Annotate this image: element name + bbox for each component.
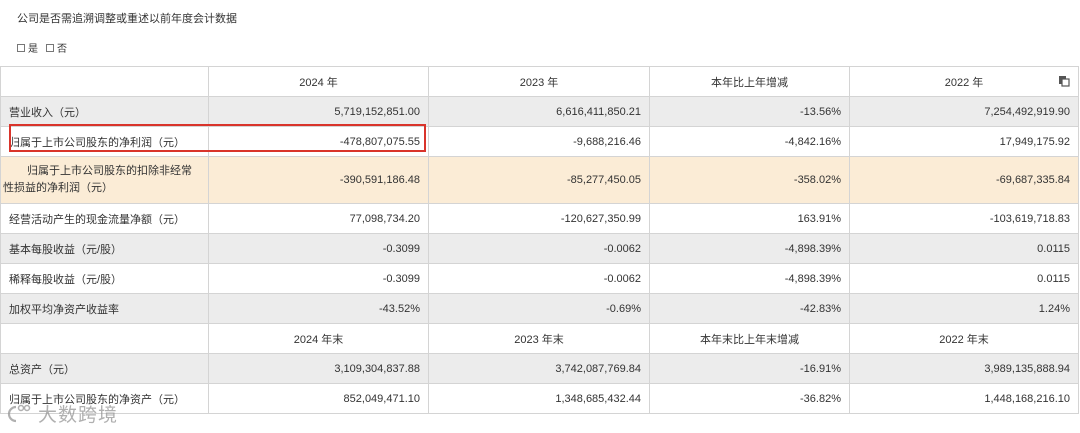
table-row: 经营活动产生的现金流量净额（元） 77,098,734.20 -120,627,… [0, 203, 1079, 234]
cell-value: 163.91% [649, 203, 850, 234]
table-row: 基本每股收益（元/股） -0.3099 -0.0062 -4,898.39% 0… [0, 233, 1079, 264]
cell-value: 7,254,492,919.90 [849, 96, 1079, 127]
cell-value: 77,098,734.20 [208, 203, 429, 234]
table-row: 加权平均净资产收益率 -43.52% -0.69% -42.83% 1.24% [0, 293, 1079, 324]
table-row: 归属于上市公司股东的净资产（元） 852,049,471.10 1,348,68… [0, 383, 1079, 414]
cell-value: -69,687,335.84 [849, 156, 1079, 204]
option-no[interactable]: 否 [46, 40, 67, 55]
header-cell: 2022 年末 [849, 323, 1079, 354]
answer-options: 是 否 [17, 40, 67, 55]
cell-value: -4,898.39% [649, 233, 850, 264]
watermark-text: 大数跨境 [38, 405, 119, 426]
cell-value: -478,807,075.55 [208, 126, 429, 157]
cell-value: -43.52% [208, 293, 429, 324]
row-label: 经营活动产生的现金流量净额（元） [0, 203, 209, 234]
cell-value: -4,898.39% [649, 263, 850, 294]
row-label: 稀释每股收益（元/股） [0, 263, 209, 294]
table-header-row: 2024 年 2023 年 本年比上年增减 2022 年 [0, 66, 1079, 97]
header-cell: 2023 年 [428, 66, 650, 97]
header-cell: 本年比上年增减 [649, 66, 850, 97]
cell-value: -13.56% [649, 96, 850, 127]
cell-value: -0.0062 [428, 263, 650, 294]
cell-value: -85,277,450.05 [428, 156, 650, 204]
row-label: 总资产（元） [0, 353, 209, 384]
cell-value: 17,949,175.92 [849, 126, 1079, 157]
row-label: 基本每股收益（元/股） [0, 233, 209, 264]
header-cell: 2023 年末 [428, 323, 650, 354]
cell-value: -0.3099 [208, 233, 429, 264]
cell-value: 1,348,685,432.44 [428, 383, 650, 414]
table-subheader-row: 2024 年末 2023 年末 本年末比上年末增减 2022 年末 [0, 323, 1079, 354]
copy-icon[interactable] [1058, 75, 1070, 87]
header-cell: 2022 年 [849, 66, 1079, 97]
cell-value: -42.83% [649, 293, 850, 324]
table-row: 营业收入（元） 5,719,152,851.00 6,616,411,850.2… [0, 96, 1079, 127]
table-row: 稀释每股收益（元/股） -0.3099 -0.0062 -4,898.39% 0… [0, 263, 1079, 294]
watermark: 大数跨境 [6, 400, 118, 427]
cell-value: 0.0115 [849, 263, 1079, 294]
row-label: 营业收入（元） [0, 96, 209, 127]
row-label: 归属于上市公司股东的净利润（元） [0, 126, 209, 157]
cell-value: -103,619,718.83 [849, 203, 1079, 234]
table-row: 总资产（元） 3,109,304,837.88 3,742,087,769.84… [0, 353, 1079, 384]
cell-value: -390,591,186.48 [208, 156, 429, 204]
cell-value: 1.24% [849, 293, 1079, 324]
row-label: 加权平均净资产收益率 [0, 293, 209, 324]
cell-value: -120,627,350.99 [428, 203, 650, 234]
cell-value: 3,109,304,837.88 [208, 353, 429, 384]
cell-value: 6,616,411,850.21 [428, 96, 650, 127]
row-label: 归属于上市公司股东的扣除非经常性损益的净利润（元） [0, 156, 209, 204]
header-cell [0, 66, 209, 97]
checkbox-no[interactable] [46, 43, 54, 52]
financial-table: 2024 年 2023 年 本年比上年增减 2022 年 营业收入（元） 5,7… [0, 66, 1079, 414]
cell-value: -16.91% [649, 353, 850, 384]
watermark-logo-icon [7, 404, 31, 422]
checkbox-yes[interactable] [17, 43, 25, 52]
cell-value: -0.0062 [428, 233, 650, 264]
cell-value: -0.69% [428, 293, 650, 324]
header-cell: 2024 年 [208, 66, 429, 97]
cell-value: 3,742,087,769.84 [428, 353, 650, 384]
header-cell [0, 323, 209, 354]
cell-value: -358.02% [649, 156, 850, 204]
cell-value: 1,448,168,216.10 [849, 383, 1079, 414]
cell-value: -0.3099 [208, 263, 429, 294]
header-cell: 2024 年末 [208, 323, 429, 354]
cell-value: 852,049,471.10 [208, 383, 429, 414]
cell-value: -4,842.16% [649, 126, 850, 157]
header-cell: 本年末比上年末增减 [649, 323, 850, 354]
table-row: 归属于上市公司股东的扣除非经常性损益的净利润（元） -390,591,186.4… [0, 156, 1079, 204]
cell-value: 3,989,135,888.94 [849, 353, 1079, 384]
table-row: 归属于上市公司股东的净利润（元） -478,807,075.55 -9,688,… [0, 126, 1079, 157]
cell-value: 5,719,152,851.00 [208, 96, 429, 127]
cell-value: 0.0115 [849, 233, 1079, 264]
cell-value: -36.82% [649, 383, 850, 414]
question-text: 公司是否需追溯调整或重述以前年度会计数据 [17, 13, 237, 25]
row-label: 归属于上市公司股东的净资产（元） [0, 383, 209, 414]
cell-value: -9,688,216.46 [428, 126, 650, 157]
option-yes[interactable]: 是 [17, 40, 38, 55]
